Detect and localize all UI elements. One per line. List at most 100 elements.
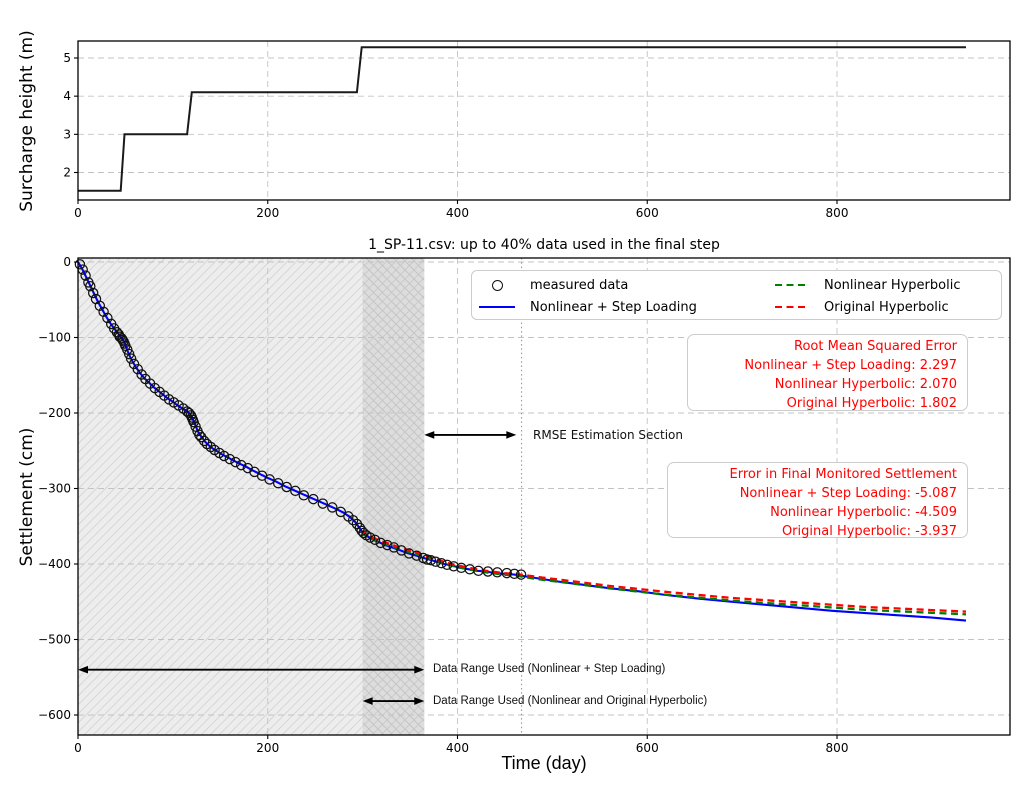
legend-label: measured data xyxy=(530,277,629,293)
y-tick-label: −100 xyxy=(38,331,71,345)
range-step-loading-label: Data Range Used (Nonlinear + Step Loadin… xyxy=(433,663,666,675)
hyperbolic-range-hatch xyxy=(362,258,425,735)
measured-point xyxy=(264,474,275,485)
measured-point xyxy=(308,493,319,505)
x-tick-label: 0 xyxy=(74,741,82,755)
measured-point xyxy=(375,537,386,549)
measured-point xyxy=(123,348,135,360)
y-tick-label: 3 xyxy=(63,127,71,141)
arrow-head-right xyxy=(414,697,425,705)
measured-point xyxy=(411,550,422,561)
y-tick-label: −300 xyxy=(38,482,71,496)
dashed-line-icon xyxy=(773,283,809,287)
measured-point xyxy=(224,453,236,465)
y-tick-label: −500 xyxy=(38,633,71,647)
measured-point xyxy=(290,485,301,497)
x-tick-label: 600 xyxy=(636,741,659,755)
measured-point xyxy=(281,481,292,493)
bottom-plot-frame xyxy=(77,257,1011,736)
circle-icon xyxy=(479,279,515,291)
measured-point xyxy=(128,358,140,370)
final-error-original-hyperbolic-value: Original Hyperbolic: -3.937 xyxy=(781,524,957,539)
measured-point xyxy=(85,280,96,292)
surcharge-subplot: 0 200 400 600 800 2 3 4 5 xyxy=(63,40,1011,220)
measured-point xyxy=(430,556,441,567)
measured-point xyxy=(102,312,113,324)
measured-point xyxy=(125,353,137,364)
measured-point xyxy=(501,567,513,579)
measured-point xyxy=(347,514,359,526)
legend-item-measured: measured data xyxy=(479,276,628,294)
rmse-section-label: RMSE Estimation Section xyxy=(533,428,684,442)
measured-point xyxy=(298,490,310,501)
measured-point xyxy=(196,431,207,443)
measured-point xyxy=(190,421,201,432)
arrow-head-left xyxy=(78,665,88,674)
measured-point xyxy=(80,270,91,281)
settlement-subplot: 0 200 400 600 800 0 −100 −200 −300 −400 −500 −600 xyxy=(38,255,1011,755)
measured-point xyxy=(403,548,415,559)
measured-point xyxy=(382,539,393,551)
rmse-original-hyperbolic-value: Original Hyperbolic: 1.802 xyxy=(786,396,957,411)
y-tick-label: −600 xyxy=(38,708,71,722)
measured-point xyxy=(515,569,527,580)
arrow-head-left xyxy=(424,431,435,439)
measured-point xyxy=(448,561,459,572)
measured-point xyxy=(364,532,376,543)
legend-item-nonlinear-hyperbolic: Nonlinear Hyperbolic xyxy=(773,276,960,294)
final-error-box: Error in Final Monitored Settlement Nonl… xyxy=(667,462,968,539)
x-tick-label: 200 xyxy=(256,741,279,755)
measured-point xyxy=(317,498,329,509)
x-tick-label: 200 xyxy=(256,206,279,220)
y-tick-label: −400 xyxy=(38,557,71,571)
solid-line-icon xyxy=(479,305,515,309)
x-axis-label: Time (day) xyxy=(501,753,587,773)
final-error-step-loading-value: Nonlinear + Step Loading: -5.087 xyxy=(739,486,957,501)
top-y-axis-label: Surcharge height (m) xyxy=(17,30,37,212)
legend-item-step-loading: Nonlinear + Step Loading xyxy=(479,298,697,316)
measured-point xyxy=(198,435,210,447)
page-title: 1_SP-11.csv: up to 40% data used in the … xyxy=(368,237,720,253)
final-error-box-title: Error in Final Monitored Settlement xyxy=(729,467,957,482)
legend-label: Original Hyperbolic xyxy=(824,299,949,315)
measured-point xyxy=(235,459,247,471)
y-tick-label: 5 xyxy=(63,51,71,65)
x-tick-label: 800 xyxy=(826,741,849,755)
measured-point xyxy=(188,416,199,428)
y-tick-label: −200 xyxy=(38,406,71,420)
rmse-box-title: Root Mean Squared Error xyxy=(794,339,957,354)
measured-point xyxy=(436,557,447,569)
measured-point xyxy=(218,450,230,462)
final-error-nonlinear-hyperbolic-value: Nonlinear Hyperbolic: -4.509 xyxy=(770,505,957,520)
rmse-nonlinear-hyperbolic-value: Nonlinear Hyperbolic: 2.070 xyxy=(774,377,957,392)
arrow-head-right xyxy=(414,665,425,674)
arrow-head-right xyxy=(506,431,517,439)
measured-point xyxy=(509,568,520,580)
measured-point xyxy=(87,287,99,299)
legend-item-original-hyperbolic: Original Hyperbolic xyxy=(773,298,949,316)
measured-point xyxy=(230,456,241,468)
y-tick-label: 0 xyxy=(63,255,71,269)
measured-point xyxy=(441,559,453,571)
x-tick-label: 400 xyxy=(446,206,469,220)
measured-point xyxy=(335,506,347,518)
measured-point xyxy=(74,259,86,270)
measured-point xyxy=(327,502,338,513)
y-tick-label: 4 xyxy=(63,89,71,103)
series-nonlinear-hyperbolic xyxy=(361,532,967,616)
dashed-line-icon xyxy=(773,305,809,309)
x-tick-label: 400 xyxy=(446,741,469,755)
measured-point xyxy=(369,534,381,546)
x-tick-label: 0 xyxy=(74,206,82,220)
measured-point xyxy=(94,300,106,312)
rmse-box: Root Mean Squared Error Nonlinear + Step… xyxy=(687,334,968,411)
top-plot-frame xyxy=(77,40,1011,201)
series-surcharge-height xyxy=(78,46,966,192)
arrow-head-left xyxy=(362,697,373,705)
measured-point xyxy=(354,522,366,534)
legend: measured data Nonlinear + Step Loading N… xyxy=(471,270,1002,320)
measured-point xyxy=(425,554,437,566)
legend-label: Nonlinear + Step Loading xyxy=(530,299,697,315)
